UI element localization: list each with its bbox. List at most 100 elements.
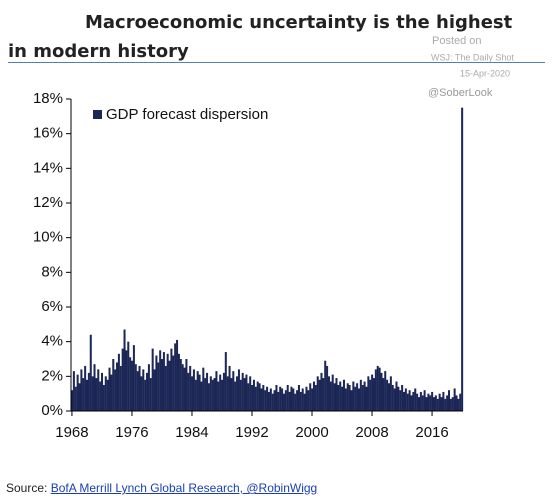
bar — [359, 379, 362, 411]
bar — [71, 390, 74, 411]
bar — [80, 369, 83, 411]
bar — [451, 397, 454, 411]
bar — [258, 383, 261, 411]
bar — [74, 386, 77, 411]
bar — [179, 359, 182, 411]
bar — [217, 381, 220, 411]
bar — [307, 390, 310, 411]
bar — [153, 369, 156, 411]
bar — [393, 388, 396, 411]
bar — [367, 376, 370, 411]
legend-swatch — [93, 110, 102, 119]
bar — [329, 381, 332, 411]
bar — [237, 369, 240, 411]
bar — [91, 376, 94, 411]
bar — [406, 393, 409, 411]
bar — [395, 381, 398, 411]
bar — [102, 385, 105, 411]
bar — [185, 359, 188, 411]
bar — [342, 379, 345, 411]
bar — [252, 379, 255, 411]
bar — [204, 378, 207, 411]
bar — [72, 371, 75, 411]
bar — [209, 376, 212, 411]
bar — [322, 378, 325, 411]
bar — [331, 374, 334, 411]
bar — [198, 374, 201, 411]
bar — [281, 388, 284, 411]
bar — [432, 397, 436, 411]
bar — [207, 383, 210, 411]
bar — [114, 369, 117, 411]
bar — [82, 378, 85, 411]
bar — [267, 391, 270, 411]
bar — [346, 383, 349, 411]
bar — [296, 390, 299, 411]
bar — [442, 391, 445, 411]
bar — [138, 365, 141, 411]
bar — [352, 381, 355, 411]
bar — [147, 364, 150, 411]
bar — [181, 364, 184, 411]
y-tick-label: 6% — [41, 298, 63, 315]
bar — [410, 395, 413, 411]
bar — [157, 362, 160, 411]
bar — [361, 385, 364, 411]
bar — [402, 391, 406, 411]
x-tick-label: 1984 — [175, 424, 208, 441]
bar — [230, 378, 233, 411]
bar — [262, 385, 265, 411]
bar — [251, 385, 254, 411]
bar — [434, 395, 437, 411]
watermark: 15-Apr-2020 — [460, 68, 510, 78]
bar — [202, 367, 205, 411]
bar — [228, 365, 231, 411]
bar — [264, 390, 267, 411]
bar — [371, 374, 374, 411]
bar — [136, 371, 139, 411]
bar — [170, 348, 173, 411]
bar — [164, 365, 167, 411]
bar — [408, 390, 411, 411]
bar — [318, 379, 321, 411]
bar — [348, 385, 351, 411]
bar — [123, 329, 126, 411]
bar — [374, 369, 377, 411]
bar — [427, 393, 430, 411]
bar — [461, 107, 464, 412]
source-link[interactable]: BofA Merrill Lynch Global Research, @Rob… — [50, 481, 318, 495]
bar — [326, 365, 329, 411]
bar — [106, 379, 109, 411]
bar — [376, 365, 379, 411]
y-tick-label: 0% — [41, 402, 63, 419]
bar — [89, 334, 92, 411]
bar — [144, 379, 147, 411]
watermark: WSJ: The Daily Shot — [431, 52, 514, 62]
bar — [444, 398, 447, 411]
bar — [211, 379, 214, 411]
bar — [412, 391, 415, 411]
x-tick-label: 2000 — [295, 424, 328, 441]
bar — [256, 381, 259, 411]
bar — [125, 350, 128, 411]
bar — [162, 352, 165, 411]
bar — [140, 376, 143, 411]
bar — [206, 372, 209, 411]
bar — [387, 383, 391, 411]
bar — [166, 353, 169, 411]
bar — [119, 365, 122, 411]
bar — [320, 372, 323, 411]
y-tick-label: 10% — [33, 229, 63, 246]
bar — [101, 372, 104, 411]
bar — [391, 385, 394, 411]
bar — [239, 379, 242, 411]
bar — [341, 386, 344, 411]
bar — [333, 383, 336, 411]
bar — [438, 393, 441, 411]
bar — [372, 378, 375, 411]
bar — [149, 378, 152, 411]
bar — [277, 391, 280, 411]
bar — [279, 386, 282, 411]
bar — [397, 386, 400, 411]
